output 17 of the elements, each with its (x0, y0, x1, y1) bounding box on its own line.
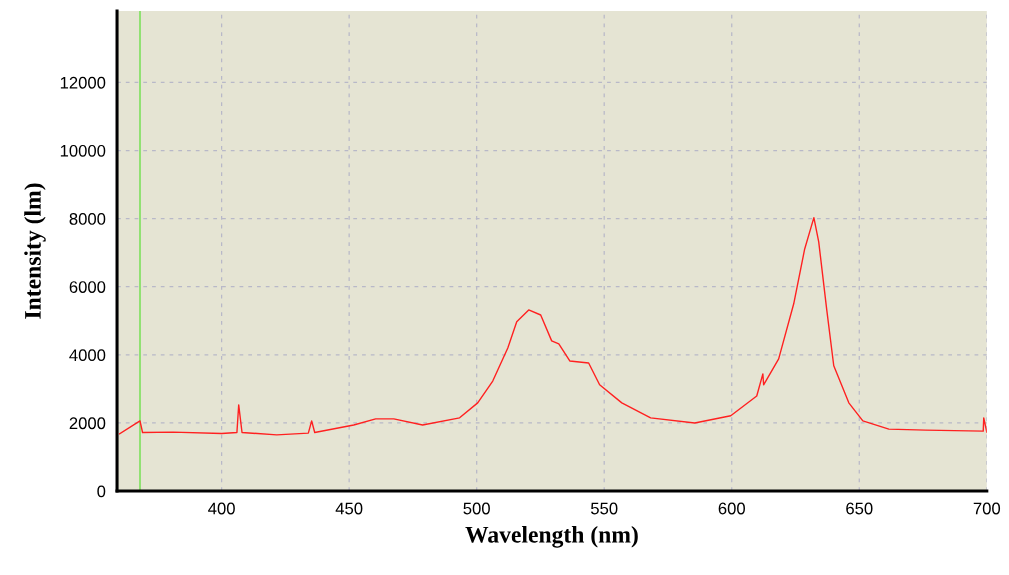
y-tick-label: 8000 (69, 213, 106, 225)
y-tick-label: 10000 (60, 144, 106, 157)
line-series (118, 216, 987, 436)
y-tick-label: 6000 (69, 281, 106, 293)
y-axis-title: Intensity (lm) (24, 183, 46, 319)
x-tick-label: 550 (590, 502, 618, 515)
y-tick-label: 12000 (60, 76, 106, 89)
x-tick-label: 700 (973, 502, 1001, 515)
y-tick-label: 0 (97, 485, 106, 498)
x-tick-label: 650 (846, 502, 873, 515)
y-tick-label: 2000 (69, 417, 106, 430)
x-tick-label: 600 (718, 502, 745, 515)
x-tick-label: 450 (335, 502, 363, 515)
x-axis-title: Wavelength (nm) (465, 526, 638, 548)
x-tick-label: 500 (463, 502, 490, 515)
x-tick-label: 400 (208, 502, 235, 515)
y-tick-label: 4000 (69, 349, 106, 362)
